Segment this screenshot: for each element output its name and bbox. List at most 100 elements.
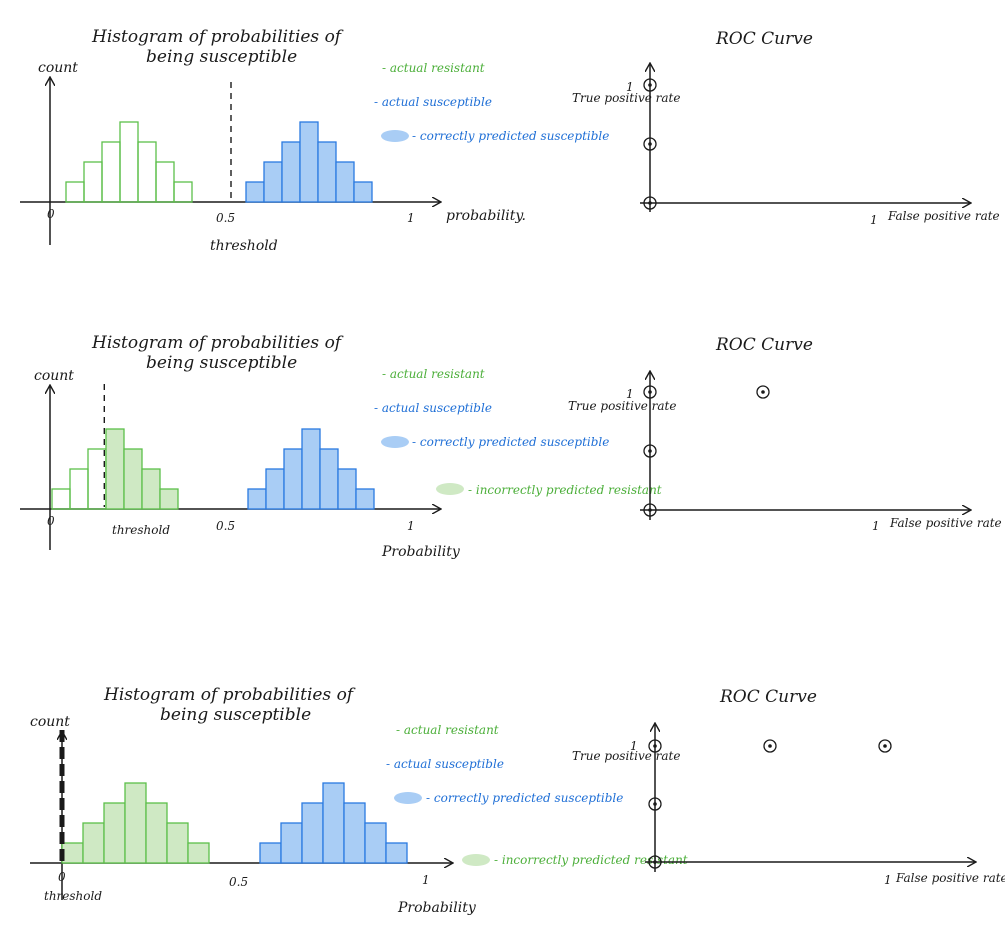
roc-2: ROC Curve True positive rate 1 1 False p…: [568, 335, 1002, 533]
histogram-bars: [65, 121, 373, 203]
legend-swatch-correct: [381, 130, 409, 142]
resistant-bar: [119, 121, 139, 203]
threshold-label: threshold: [112, 523, 170, 537]
roc-points: [643, 78, 657, 210]
roc-3: ROC Curve True positive rate 1 1 False p…: [572, 687, 1005, 887]
histogram-bars: [51, 428, 375, 510]
threshold-label: threshold: [44, 889, 102, 903]
susceptible-bar: [355, 488, 375, 510]
resistant-bar: [159, 488, 179, 510]
roc-point: [643, 385, 657, 399]
resistant-bar: [51, 488, 71, 510]
susceptible-bar: [343, 802, 366, 864]
histogram-title-line1: Histogram of probabilities of: [91, 333, 344, 353]
tick-zero: 0: [47, 514, 55, 528]
roc-x-label: False positive rate: [889, 516, 1002, 530]
resistant-bar: [69, 468, 89, 510]
susceptible-bar: [385, 842, 408, 864]
legend-swatch-correct: [381, 436, 409, 448]
roc-point-dot: [648, 449, 652, 453]
susceptible-bar: [245, 181, 265, 203]
resistant-bar: [187, 842, 210, 864]
histogram-title-line1: Histogram of probabilities of: [91, 27, 344, 47]
legend-incorrect-resistant: - incorrectly predicted resistant: [468, 483, 662, 497]
resistant-bar: [87, 448, 107, 510]
resistant-bar: [123, 448, 143, 510]
legend: - actual resistant - actual susceptible …: [374, 61, 609, 143]
roc-point: [643, 137, 657, 151]
y-axis-label: count: [34, 368, 74, 384]
y-axis-label: count: [38, 60, 78, 76]
histogram-title-line2: being susceptible: [146, 353, 297, 373]
roc-point: [643, 196, 657, 210]
resistant-bar: [105, 428, 125, 510]
legend: - actual resistant - actual susceptible …: [386, 723, 688, 867]
roc-x-tick-one: 1: [870, 213, 878, 227]
legend-correct-susceptible: - correctly predicted susceptible: [412, 129, 609, 143]
susceptible-bar: [281, 141, 301, 203]
tick-mid: 0.5: [216, 211, 235, 225]
roc-point-dot: [648, 508, 652, 512]
roc-point-dot: [761, 390, 765, 394]
roc-y-tick-one: 1: [626, 80, 634, 94]
roc-y-label: True positive rate: [568, 399, 676, 413]
histogram-bars: [61, 782, 408, 864]
roc-point: [878, 739, 892, 753]
tick-one: 1: [407, 211, 415, 225]
resistant-bar: [155, 161, 175, 203]
susceptible-bar: [364, 822, 387, 864]
legend-correct-susceptible: - correctly predicted susceptible: [412, 435, 609, 449]
legend-swatch-incorrect: [436, 483, 464, 495]
resistant-bar: [124, 782, 147, 864]
panel-3: Histogram of probabilities of being susc…: [30, 685, 1005, 916]
roc-points: [643, 385, 770, 517]
histogram-1: Histogram of probabilities of being susc…: [20, 27, 609, 254]
resistant-bar: [145, 802, 168, 864]
susceptible-bar: [259, 842, 282, 864]
susceptible-bar: [263, 161, 283, 203]
threshold-label: threshold: [210, 238, 278, 254]
roc-point-dot: [648, 390, 652, 394]
susceptible-bar: [353, 181, 373, 203]
histogram-title-line2: being susceptible: [146, 47, 297, 67]
resistant-bar: [65, 181, 85, 203]
roc-point-dot: [648, 142, 652, 146]
histogram-3: Histogram of probabilities of being susc…: [30, 685, 688, 916]
roc-title: ROC Curve: [719, 687, 817, 707]
resistant-bar: [141, 468, 161, 510]
susceptible-bar: [265, 468, 285, 510]
x-axis-label: Probability: [381, 544, 461, 560]
susceptible-bar: [322, 782, 345, 864]
legend-correct-susceptible: - correctly predicted susceptible: [426, 791, 623, 805]
tick-mid: 0.5: [229, 875, 248, 889]
roc-point: [648, 855, 662, 869]
panel-1: Histogram of probabilities of being susc…: [20, 27, 1000, 254]
x-axis-label: Probability: [397, 900, 477, 916]
tick-zero: 0: [47, 207, 55, 221]
roc-point: [643, 78, 657, 92]
resistant-bar: [166, 822, 189, 864]
roc-point-dot: [653, 744, 657, 748]
legend-swatch-incorrect: [462, 854, 490, 866]
roc-point: [756, 385, 770, 399]
roc-y-tick-one: 1: [626, 387, 634, 401]
legend-actual-resistant: - actual resistant: [382, 367, 485, 381]
roc-point-dot: [648, 83, 652, 87]
roc-y-label: True positive rate: [572, 749, 680, 763]
roc-x-label: False positive rate: [887, 209, 1000, 223]
tick-one: 1: [422, 873, 430, 887]
legend-actual-susceptible: - actual susceptible: [374, 95, 492, 109]
resistant-bar: [137, 141, 157, 203]
x-axis-label: probability.: [446, 208, 526, 224]
legend-swatch-correct: [394, 792, 422, 804]
susceptible-bar: [299, 121, 319, 203]
resistant-bar: [173, 181, 193, 203]
roc-1: ROC Curve True positive rate 1 1 False p…: [572, 29, 1000, 227]
roc-point-dot: [648, 201, 652, 205]
roc-y-tick-one: 1: [630, 739, 638, 753]
roc-title: ROC Curve: [715, 29, 813, 49]
roc-x-tick-one: 1: [884, 873, 892, 887]
susceptible-bar: [319, 448, 339, 510]
resistant-bar: [101, 141, 121, 203]
tick-one: 1: [407, 519, 415, 533]
